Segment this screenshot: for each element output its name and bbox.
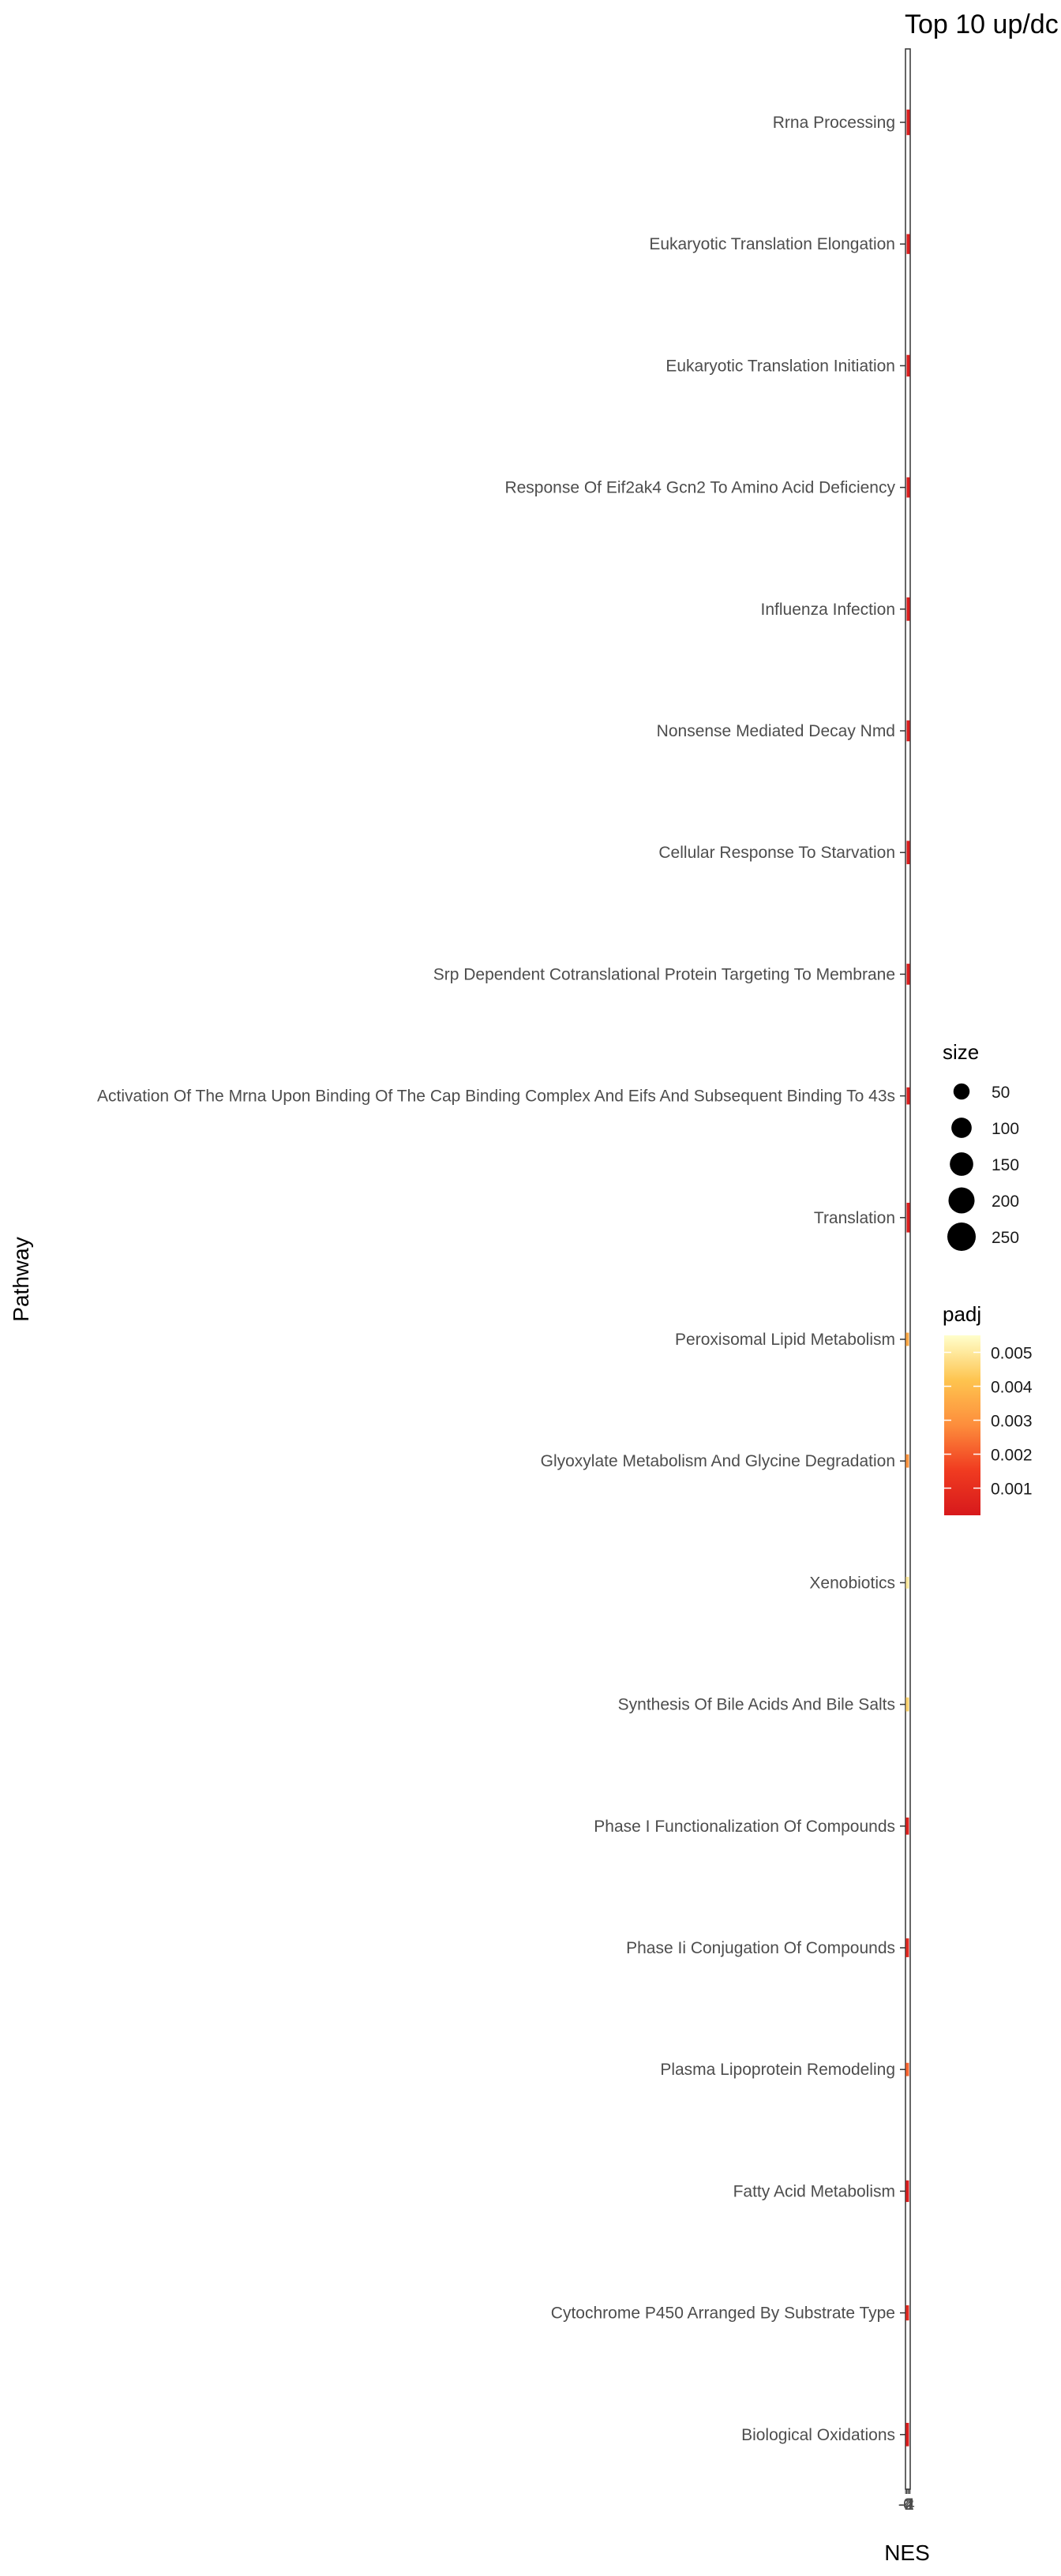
y-tick-label: Eukaryotic Translation Initiation — [665, 357, 895, 375]
y-tick-label: Xenobiotics — [809, 1574, 895, 1592]
size-legend-label: 250 — [992, 1229, 1019, 1247]
size-legend-dot — [948, 1187, 975, 1214]
data-points — [905, 109, 910, 2447]
x-tick-label: 2 — [905, 2496, 914, 2514]
padj-legend-label: 0.002 — [991, 1447, 1033, 1465]
y-tick-label: Phase Ii Conjugation Of Compounds — [626, 1939, 895, 1957]
y-tick-label: Srp Dependent Cotranslational Protein Ta… — [433, 965, 895, 983]
size-legend: size 50 100 150 200 250 — [943, 1040, 1019, 1251]
size-legend-label: 50 — [992, 1084, 1010, 1102]
x-tick-label: 0 — [903, 2496, 913, 2514]
y-tick-label: Fatty Acid Metabolism — [733, 2182, 895, 2200]
size-legend-dot — [947, 1222, 976, 1251]
padj-legend-label: 0.003 — [991, 1413, 1033, 1431]
y-tick-label: Nonsense Mediated Decay Nmd — [657, 722, 895, 740]
size-legend-label: 100 — [992, 1120, 1019, 1138]
y-tick-label: Translation — [814, 1209, 895, 1227]
y-tick-label: Phase I Functionalization Of Compounds — [594, 1818, 895, 1836]
x-tick-label: -4 — [898, 2496, 913, 2514]
y-tick-label: Peroxisomal Lipid Metabolism — [675, 1331, 895, 1349]
padj-legend-label: 0.005 — [991, 1345, 1033, 1363]
y-tick-label: Activation Of The Mrna Upon Binding Of T… — [97, 1088, 895, 1106]
size-legend-dot — [951, 1118, 972, 1138]
y-tick-label: Response Of Eif2ak4 Gcn2 To Amino Acid D… — [504, 479, 895, 497]
padj-legend-title: padj — [943, 1302, 981, 1326]
y-tick-label: Synthesis Of Bile Acids And Bile Salts — [618, 1696, 895, 1714]
y-axis-ticks: Rrna Processing Eukaryotic Translation El… — [97, 114, 905, 2444]
x-axis-label: NES — [884, 2540, 930, 2565]
y-tick-label: Cellular Response To Starvation — [658, 844, 895, 862]
padj-legend: padj 0.005 0.004 0.003 0.002 0.001 — [943, 1302, 1033, 1515]
y-tick-label: Cytochrome P450 Arranged By Substrate Ty… — [551, 2305, 895, 2323]
y-axis-label: Pathway — [9, 1237, 33, 1321]
size-legend-label: 200 — [992, 1193, 1019, 1211]
size-legend-title: size — [943, 1040, 979, 1064]
x-tick-label: -2 — [899, 2496, 914, 2514]
y-tick-label: Plasma Lipoprotein Remodeling — [660, 2061, 895, 2079]
x-tick-label: 4 — [905, 2496, 915, 2514]
size-legend-dot — [953, 1083, 970, 1100]
padj-legend-label: 0.001 — [991, 1481, 1033, 1499]
y-tick-label: Glyoxylate Metabolism And Glycine Degrad… — [541, 1452, 895, 1470]
y-tick-label: Rrna Processing — [773, 114, 895, 132]
chart-title: Top 10 up/dc — [905, 9, 1059, 39]
padj-colorbar — [944, 1335, 980, 1515]
y-tick-label: Eukaryotic Translation Elongation — [649, 235, 895, 253]
y-tick-label: Biological Oxidations — [741, 2426, 895, 2444]
plot-panel — [905, 48, 911, 2490]
padj-legend-label: 0.004 — [991, 1379, 1033, 1397]
size-legend-label: 150 — [992, 1156, 1019, 1174]
y-tick-label: Influenza Infection — [761, 601, 895, 619]
size-legend-dot — [950, 1152, 973, 1176]
